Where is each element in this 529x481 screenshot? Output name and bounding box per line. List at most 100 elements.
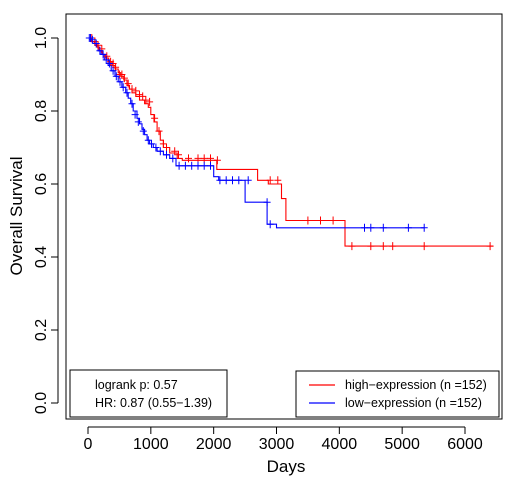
censor-mark xyxy=(119,83,127,92)
censor-mark xyxy=(213,156,221,165)
x-tick-label: 5000 xyxy=(384,436,420,453)
stats-box-frame xyxy=(69,369,228,418)
censor-mark xyxy=(131,110,139,119)
y-tick-label: 0.2 xyxy=(33,319,50,341)
x-axis: 0 1000 2000 3000 4000 5000 6000 xyxy=(84,426,483,453)
censor-mark xyxy=(146,97,154,106)
censor-mark xyxy=(123,88,131,97)
series-line-low xyxy=(88,37,425,229)
censor-mark xyxy=(420,223,428,232)
censor-mark xyxy=(188,161,196,170)
censor-mark xyxy=(144,136,152,145)
censor-mark xyxy=(94,41,102,50)
legend-frame xyxy=(295,370,500,418)
censor-mark xyxy=(404,223,412,232)
censor-mark xyxy=(367,223,375,232)
censor-mark xyxy=(128,85,136,94)
censor-mark xyxy=(175,161,183,170)
censor-mark xyxy=(266,220,274,229)
censor-mark xyxy=(134,117,142,126)
censor-mark xyxy=(163,150,170,159)
x-tick-label: 6000 xyxy=(447,436,483,453)
censor-mark xyxy=(151,114,159,123)
censor-mark xyxy=(139,92,147,101)
censor-mark xyxy=(200,161,208,170)
censor-mark xyxy=(348,242,356,251)
censor-mark xyxy=(266,176,274,185)
censor-mark xyxy=(222,176,230,185)
censor-mark xyxy=(194,154,202,163)
censor-mark xyxy=(175,150,182,159)
censor-mark xyxy=(317,216,324,225)
censor-mark xyxy=(194,161,202,170)
censor-mark xyxy=(171,147,179,156)
censor-mark xyxy=(263,198,271,207)
censor-mark xyxy=(128,99,136,108)
censor-mark xyxy=(124,79,132,88)
censor-mark xyxy=(109,66,117,75)
y-tick-label: 0.6 xyxy=(33,173,50,195)
censor-mark xyxy=(96,46,104,55)
censor-mark xyxy=(244,176,252,185)
censor-mark xyxy=(304,216,312,225)
censor-mark xyxy=(486,242,494,251)
censor-mark xyxy=(98,44,106,53)
stats-logrank: logrank p: 0.57 xyxy=(95,378,178,392)
x-axis-title: Days xyxy=(267,457,306,476)
censor-mark xyxy=(185,154,192,163)
censor-mark xyxy=(105,59,113,68)
censor-mark xyxy=(136,90,143,99)
censor-mark xyxy=(163,143,170,152)
y-tick-label: 0.8 xyxy=(33,100,50,122)
y-axis-title: Overall Survival xyxy=(7,156,26,275)
x-tick-label: 3000 xyxy=(259,436,295,453)
x-tick-label: 2000 xyxy=(196,436,232,453)
censor-mark xyxy=(420,242,428,251)
censor-mark xyxy=(274,176,282,185)
x-tick-label: 1000 xyxy=(133,436,169,453)
censor-mark xyxy=(155,127,163,136)
censor-mark xyxy=(139,127,147,136)
censor-mark xyxy=(379,242,387,251)
censor-mark xyxy=(102,55,110,64)
plot-frame xyxy=(65,13,503,420)
censor-mark xyxy=(159,139,167,148)
censor-mark xyxy=(169,154,177,163)
censor-mark xyxy=(235,176,243,185)
censor-mark xyxy=(181,161,189,170)
censor-mark xyxy=(116,77,124,86)
censor-mark xyxy=(142,96,150,105)
censor-mark xyxy=(229,176,236,185)
stats-box: logrank p: 0.57 HR: 0.87 (0.55−1.39) xyxy=(69,369,228,418)
y-tick-label: 0.0 xyxy=(33,392,50,414)
censor-mark xyxy=(200,154,208,163)
censor-mark xyxy=(88,35,96,44)
censor-mark xyxy=(132,86,140,95)
y-tick-label: 1.0 xyxy=(33,27,50,49)
y-axis: 0.0 0.2 0.4 0.6 0.8 1.0 xyxy=(33,27,59,414)
censor-mark xyxy=(207,161,214,170)
censor-mark xyxy=(361,223,368,232)
x-tick-label: 0 xyxy=(84,436,93,453)
censor-mark xyxy=(367,242,375,251)
y-tick-label: 0.4 xyxy=(33,246,50,268)
censor-mark xyxy=(120,74,128,83)
legend: high−expression (n =152) low−expression … xyxy=(295,370,500,418)
censor-mark xyxy=(389,242,397,251)
censor-mark xyxy=(207,154,214,163)
plot-censors xyxy=(85,34,494,251)
censor-mark xyxy=(379,223,387,232)
censor-mark xyxy=(148,139,155,148)
censor-mark xyxy=(99,50,107,59)
censor-mark xyxy=(216,176,224,185)
legend-label-high: high−expression (n =152) xyxy=(345,378,487,392)
censor-mark xyxy=(103,52,111,61)
legend-label-low: low−expression (n =152) xyxy=(345,396,482,410)
censor-mark xyxy=(152,143,160,152)
censor-mark xyxy=(156,147,164,156)
x-tick-label: 4000 xyxy=(322,436,358,453)
stats-hr: HR: 0.87 (0.55−1.39) xyxy=(95,396,212,410)
censor-mark xyxy=(92,39,100,48)
